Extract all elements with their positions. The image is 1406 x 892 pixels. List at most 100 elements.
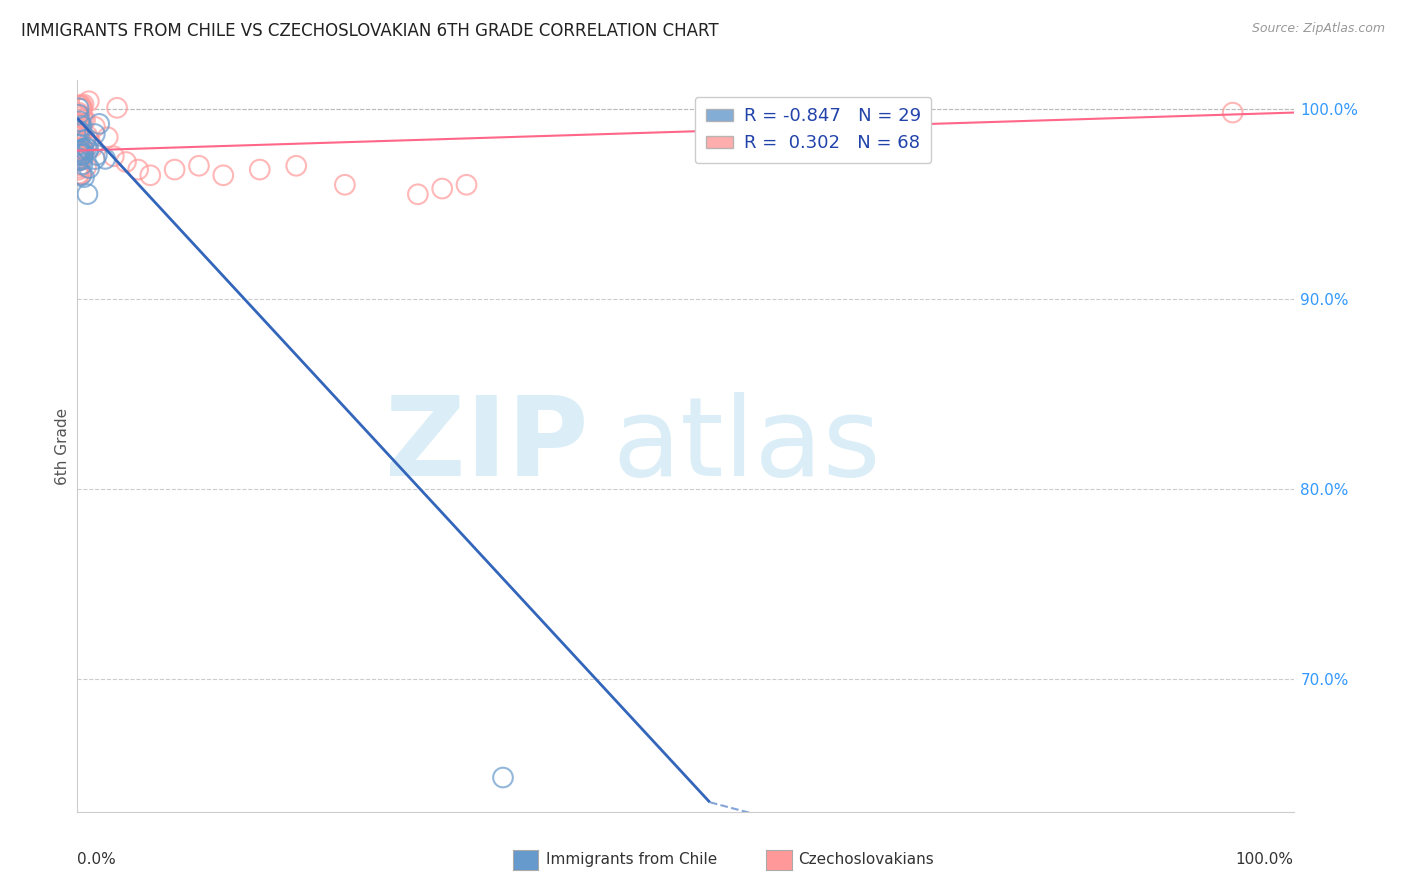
Point xyxy=(105,101,128,115)
Point xyxy=(1222,105,1244,120)
Point xyxy=(70,119,93,133)
Text: 0.0%: 0.0% xyxy=(77,852,117,867)
Point xyxy=(67,136,90,151)
Point xyxy=(127,162,149,177)
Point xyxy=(67,144,90,158)
Point xyxy=(72,112,94,126)
Point xyxy=(73,170,96,185)
Point xyxy=(94,152,117,166)
Point xyxy=(70,167,93,181)
Point xyxy=(67,101,90,115)
Point xyxy=(492,771,515,785)
Point xyxy=(67,142,90,156)
Point xyxy=(82,140,104,154)
Point xyxy=(73,130,96,145)
Point xyxy=(70,127,93,141)
Point xyxy=(430,181,453,195)
Text: ZIP: ZIP xyxy=(385,392,588,500)
Point xyxy=(72,148,94,162)
Point xyxy=(79,133,101,147)
Point xyxy=(75,160,97,174)
Point xyxy=(67,153,90,168)
Point xyxy=(69,114,91,128)
Point xyxy=(67,162,90,177)
Point xyxy=(285,159,308,173)
Point xyxy=(163,162,186,177)
Point xyxy=(77,143,100,157)
Point xyxy=(67,124,90,138)
Point xyxy=(67,143,90,157)
Point xyxy=(76,141,98,155)
Point xyxy=(67,168,90,182)
Point xyxy=(83,127,105,141)
Point xyxy=(67,136,90,150)
Point xyxy=(333,178,356,192)
Point xyxy=(406,187,429,202)
Point xyxy=(77,161,100,175)
Point xyxy=(70,98,93,112)
Point xyxy=(67,134,90,148)
Text: Czechoslovakians: Czechoslovakians xyxy=(799,853,935,867)
Point xyxy=(67,153,90,168)
Point xyxy=(67,116,90,130)
Point xyxy=(72,143,94,157)
Point xyxy=(249,162,271,177)
Point xyxy=(456,178,478,192)
Legend: R = -0.847   N = 29, R =  0.302   N = 68: R = -0.847 N = 29, R = 0.302 N = 68 xyxy=(695,96,932,163)
Point xyxy=(69,125,91,139)
Point xyxy=(76,128,98,143)
Text: IMMIGRANTS FROM CHILE VS CZECHOSLOVAKIAN 6TH GRADE CORRELATION CHART: IMMIGRANTS FROM CHILE VS CZECHOSLOVAKIAN… xyxy=(21,22,718,40)
Point xyxy=(69,122,91,136)
Point xyxy=(67,147,90,161)
Y-axis label: 6th Grade: 6th Grade xyxy=(55,408,70,484)
Point xyxy=(67,161,90,175)
Point xyxy=(103,149,125,163)
Point xyxy=(69,129,91,144)
Point xyxy=(67,108,90,122)
Point xyxy=(67,166,90,180)
Point xyxy=(69,152,91,166)
Point xyxy=(70,141,93,155)
Point xyxy=(69,98,91,112)
Text: Immigrants from Chile: Immigrants from Chile xyxy=(546,853,717,867)
Point xyxy=(84,120,107,134)
Point xyxy=(72,157,94,171)
Point xyxy=(70,168,93,182)
Point xyxy=(67,136,90,151)
Point xyxy=(72,146,94,161)
Point xyxy=(67,148,90,162)
Point xyxy=(89,117,111,131)
Point xyxy=(212,168,235,182)
Point xyxy=(73,145,96,160)
Point xyxy=(73,113,96,128)
Point xyxy=(70,101,93,115)
Point xyxy=(77,94,100,108)
Point xyxy=(188,159,211,173)
Text: atlas: atlas xyxy=(613,392,882,500)
Point xyxy=(69,125,91,139)
Point xyxy=(72,97,94,112)
Point xyxy=(70,102,93,116)
Point xyxy=(139,168,162,182)
Point xyxy=(67,152,90,166)
Point xyxy=(72,142,94,156)
Text: 100.0%: 100.0% xyxy=(1236,852,1294,867)
Point xyxy=(69,116,91,130)
Point xyxy=(67,125,90,139)
Point xyxy=(70,145,93,160)
Point xyxy=(67,98,90,112)
Point xyxy=(69,135,91,149)
Point xyxy=(69,108,91,122)
Point xyxy=(83,152,105,166)
Point xyxy=(70,110,93,124)
Point xyxy=(67,137,90,152)
Point xyxy=(115,155,138,169)
Point xyxy=(67,105,90,120)
Point xyxy=(69,153,91,167)
Point xyxy=(69,159,91,173)
Point xyxy=(86,148,108,162)
Text: Source: ZipAtlas.com: Source: ZipAtlas.com xyxy=(1251,22,1385,36)
Point xyxy=(76,187,98,202)
Point xyxy=(72,153,94,167)
Point xyxy=(75,133,97,147)
